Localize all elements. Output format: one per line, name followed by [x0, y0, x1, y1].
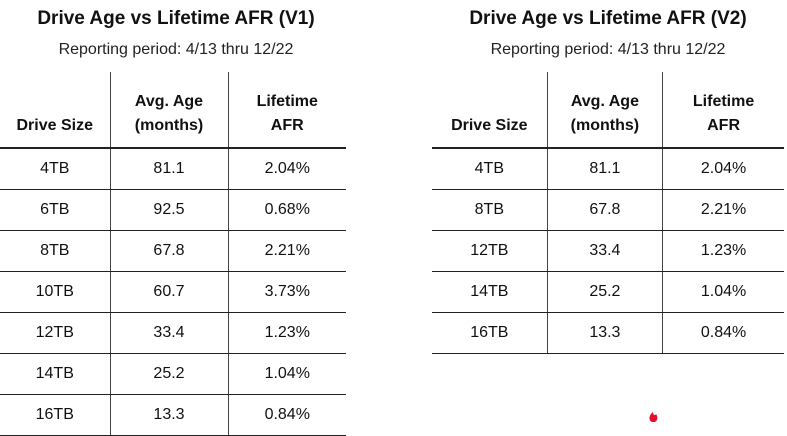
column-header-lifetime-afr: Lifetime AFR: [662, 72, 784, 149]
cell-drive-size: 16TB: [432, 312, 548, 354]
cell-avg-age: 25.2: [546, 271, 663, 313]
cell-lifetime-afr: 1.04%: [227, 353, 346, 395]
column-header-lifetime-afr: Lifetime AFR: [227, 72, 346, 149]
cell-avg-age: 33.4: [109, 312, 228, 354]
header-row: Drive Size Avg. Age (months) Lifetime AF…: [0, 72, 346, 149]
table-row: 16TB 13.3 0.84%: [0, 394, 346, 436]
cell-avg-age: 81.1: [546, 148, 663, 190]
cell-drive-size: 4TB: [0, 148, 110, 190]
cell-drive-size: 16TB: [0, 394, 110, 436]
cell-avg-age: 60.7: [109, 271, 228, 313]
table-row: 6TB 92.5 0.68%: [0, 189, 346, 231]
table-row: 14TB 25.2 1.04%: [0, 353, 346, 395]
table-row: 4TB 81.1 2.04%: [432, 148, 784, 190]
reporting-period-v2: Reporting period: 4/13 thru 12/22: [490, 41, 726, 58]
cell-drive-size: 4TB: [432, 148, 548, 190]
table-row: 4TB 81.1 2.04%: [0, 148, 346, 190]
cell-lifetime-afr: 0.84%: [662, 312, 784, 354]
cell-lifetime-afr: 0.84%: [227, 394, 346, 436]
table-panel-v1: Drive Age vs Lifetime AFR (V1) Reporting…: [0, 0, 352, 436]
cell-drive-size: 10TB: [0, 271, 110, 313]
table-row: 8TB 67.8 2.21%: [432, 189, 784, 231]
cell-drive-size: 14TB: [0, 353, 110, 395]
table-title-v2: Drive Age vs Lifetime AFR (V2): [469, 8, 747, 29]
cell-lifetime-afr: 2.04%: [227, 148, 346, 190]
cell-avg-age: 92.5: [109, 189, 228, 231]
cell-lifetime-afr: 1.04%: [662, 271, 784, 313]
column-header-drive-size: Drive Size: [0, 72, 110, 149]
cell-drive-size: 6TB: [0, 189, 110, 231]
afr-table-v1: Drive Size Avg. Age (months) Lifetime AF…: [0, 72, 346, 436]
cell-drive-size: 12TB: [432, 230, 548, 272]
afr-table-v2: Drive Size Avg. Age (months) Lifetime AF…: [432, 72, 784, 354]
cell-lifetime-afr: 0.68%: [227, 189, 346, 231]
table-title-v1: Drive Age vs Lifetime AFR (V1): [37, 8, 315, 29]
cell-avg-age: 25.2: [109, 353, 228, 395]
cell-lifetime-afr: 3.73%: [227, 271, 346, 313]
cell-lifetime-afr: 1.23%: [662, 230, 784, 272]
table-row: 8TB 67.8 2.21%: [0, 230, 346, 272]
header-row: Drive Size Avg. Age (months) Lifetime AF…: [432, 72, 784, 149]
cell-drive-size: 8TB: [432, 189, 548, 231]
reporting-period-v1: Reporting period: 4/13 thru 12/22: [58, 41, 294, 58]
table-row: 12TB 33.4 1.23%: [432, 230, 784, 272]
column-header-avg-age: Avg. Age (months): [109, 72, 228, 149]
cell-avg-age: 67.8: [109, 230, 228, 272]
table-row: 16TB 13.3 0.84%: [432, 312, 784, 354]
cell-lifetime-afr: 2.21%: [662, 189, 784, 231]
cell-avg-age: 13.3: [109, 394, 228, 436]
cell-drive-size: 12TB: [0, 312, 110, 354]
cell-avg-age: 81.1: [109, 148, 228, 190]
table-row: 14TB 25.2 1.04%: [432, 271, 784, 313]
cell-lifetime-afr: 2.21%: [227, 230, 346, 272]
cell-drive-size: 8TB: [0, 230, 110, 272]
cell-drive-size: 14TB: [432, 271, 548, 313]
table-panel-v2: Drive Age vs Lifetime AFR (V2) Reporting…: [432, 0, 784, 354]
column-header-drive-size: Drive Size: [432, 72, 548, 149]
cell-avg-age: 67.8: [546, 189, 663, 231]
column-header-avg-age: Avg. Age (months): [546, 72, 663, 149]
cell-avg-age: 13.3: [546, 312, 663, 354]
cell-lifetime-afr: 1.23%: [227, 312, 346, 354]
table-row: 10TB 60.7 3.73%: [0, 271, 346, 313]
cell-lifetime-afr: 2.04%: [662, 148, 784, 190]
table-row: 12TB 33.4 1.23%: [0, 312, 346, 354]
cell-avg-age: 33.4: [546, 230, 663, 272]
